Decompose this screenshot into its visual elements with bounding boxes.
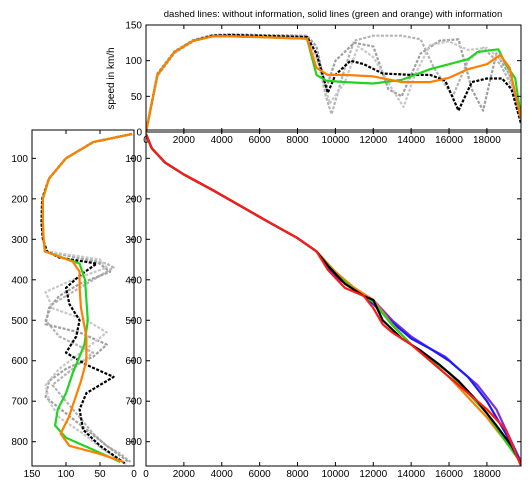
y-tick-label: 200 [11,194,28,205]
x-tick-label: 0 [131,469,137,480]
series-line-6 [41,132,133,464]
y-tick-label: 200 [125,194,142,205]
y-tick-label: 300 [11,235,28,246]
x-tick-label: 10000 [321,135,349,146]
x-tick-label: 18000 [473,469,501,480]
series-line-2 [40,132,133,463]
y-tick-label: 100 [125,154,142,165]
axes-frame [145,24,522,133]
y-tick-label: 100 [125,56,142,67]
x-tick-label: 2000 [173,135,196,146]
series-line-5 [41,132,133,464]
x-tick-label: 14000 [397,469,425,480]
x-tick-label: 50 [94,469,106,480]
x-tick-label: 8000 [286,135,309,146]
x-tick-label: 4000 [211,135,234,146]
y-tick-label: 600 [125,356,142,367]
y-tick-label: 300 [125,235,142,246]
x-tick-label: 4000 [211,469,234,480]
y-tick-label: 400 [11,275,28,286]
series-line-6 [146,133,521,466]
x-tick-label: 16000 [435,469,463,480]
x-tick-label: 18000 [473,135,501,146]
series-line-5 [146,35,521,132]
y-tick-label: 800 [11,437,28,448]
series-line-6 [146,35,521,132]
y-tick-label: 50 [131,92,143,103]
x-tick-label: 0 [143,469,149,480]
trajectory-chart: 0 2000 4000 6000 8000 10000 12000 14000 16000 180… [125,129,522,480]
x-tick-label: 2000 [173,469,196,480]
axes-frame [31,129,135,467]
speed-chart: 0 2000 4000 6000 8000 10000 12000 14000 16000 180… [106,9,522,146]
x-tick-label: 6000 [249,135,272,146]
y-tick-label: 400 [125,275,142,286]
y-tick-label: 600 [11,356,28,367]
x-tick-label: 12000 [359,469,387,480]
y-tick-label: 150 [125,21,142,32]
x-tick-label: 12000 [359,135,387,146]
y-tick-label: 100 [11,154,28,165]
x-tick-label: 6000 [249,469,272,480]
x-tick-label: 10000 [321,469,349,480]
x-tick-label: 16000 [435,135,463,146]
axes-frame [145,129,522,467]
x-tick-label: 100 [58,469,75,480]
y-tick-label: 700 [125,397,142,408]
y-axis-label: speed in km/h [106,47,117,109]
series-group [40,132,133,465]
series-group [146,133,521,466]
series-line-4 [40,132,133,465]
y-tick-label: 500 [125,316,142,327]
y-tick-label: 500 [11,316,28,327]
y-tick-label: 800 [125,437,142,448]
chart-title: dashed lines: without information, solid… [164,9,503,20]
x-tick-label: 14000 [397,135,425,146]
y-tick-label: 0 [136,128,142,139]
series-line-3 [40,132,133,465]
x-tick-label: 150 [24,469,41,480]
x-tick-label: 8000 [286,469,309,480]
series-group [146,33,521,132]
series-line-3 [146,34,521,132]
y-tick-label: 700 [11,397,28,408]
